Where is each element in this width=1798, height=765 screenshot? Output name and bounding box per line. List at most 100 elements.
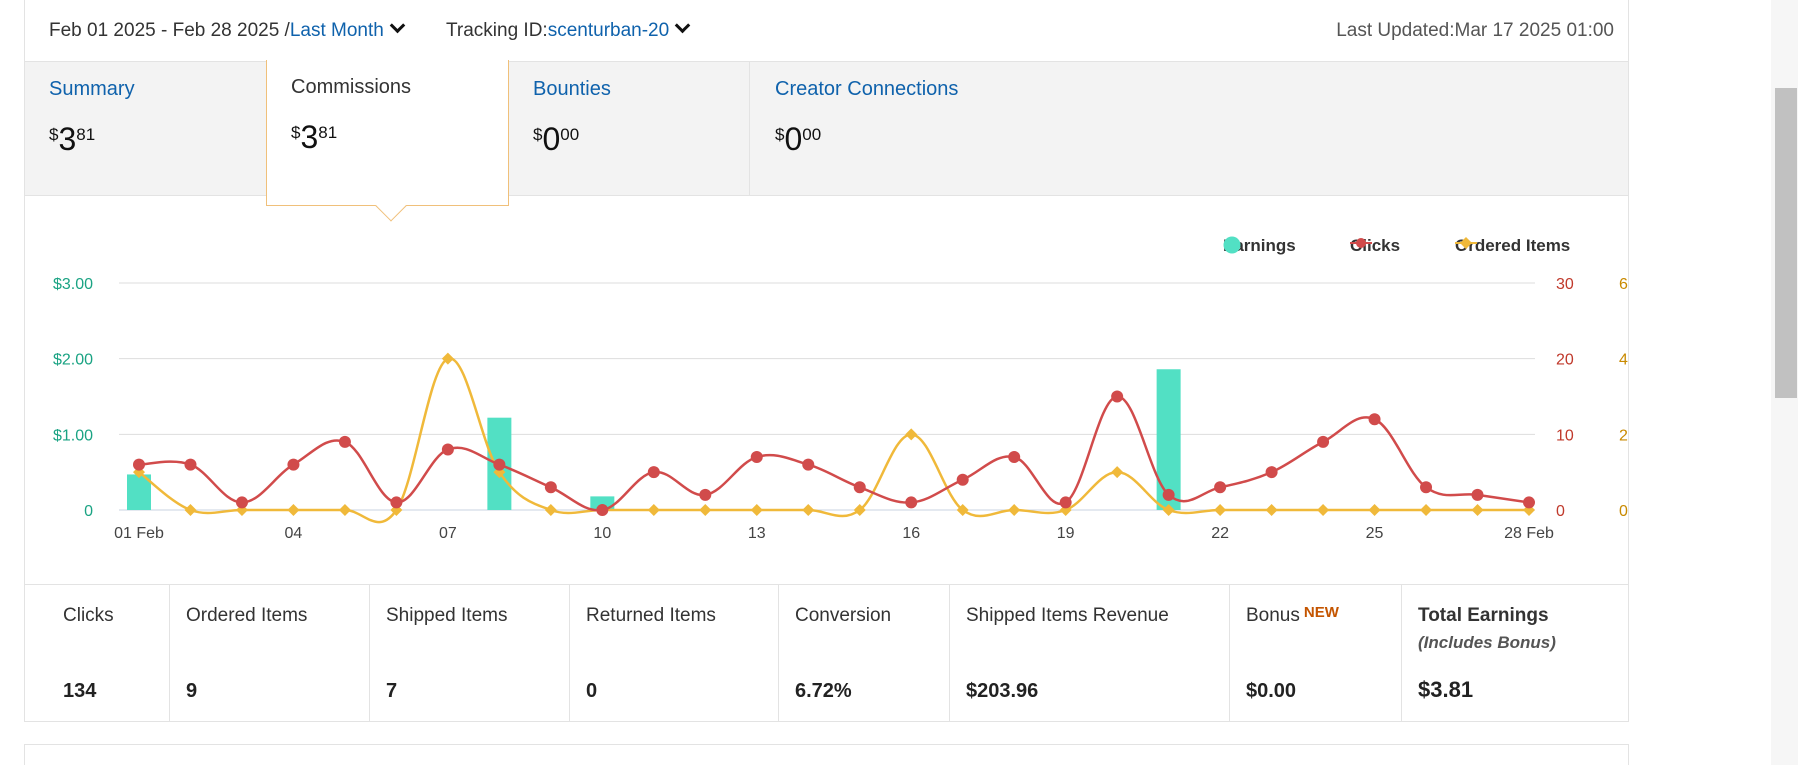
legend-ordered-items[interactable]: Ordered Items — [1455, 236, 1570, 256]
y-axis-ordered-tick: 2 — [1619, 427, 1628, 444]
stat-returned-items: Returned Items 0 — [570, 585, 779, 722]
ordered-items-point — [1265, 504, 1278, 516]
clicks-point — [544, 481, 557, 494]
amount-whole: 3 — [58, 121, 77, 157]
x-axis-tick: 01 Feb — [114, 525, 164, 542]
report-tabs: Summary $381 Commissions $381 Bounties $… — [25, 60, 1628, 222]
tab-summary[interactable]: Summary $381 — [25, 62, 266, 196]
chart-plot-area: 0 0 0 $1.00 10 2 $2.00 20 4 $3.00 30 6 01 Feb 04 07 10 1… — [53, 276, 1628, 542]
scrollbar-thumb[interactable] — [1775, 88, 1797, 398]
y-axis-clicks-tick: 20 — [1556, 352, 1574, 369]
tab-bounties-label[interactable]: Bounties — [533, 78, 611, 100]
amount-cents: 00 — [802, 125, 822, 144]
stat-returned-items-value: 0 — [586, 680, 598, 702]
clicks-legend-line-icon — [1350, 238, 1372, 248]
earnings-report-panel: Feb 01 2025 - Feb 28 2025 /Last Month Tr… — [24, 0, 1629, 722]
tab-commissions-label[interactable]: Commissions — [291, 76, 412, 98]
ordered-items-point — [802, 504, 815, 516]
stat-total-earnings: Total Earnings (Includes Bonus) $3.81 — [1402, 585, 1628, 722]
legend-earnings-label: Earnings — [1223, 236, 1296, 255]
amount-cents: 00 — [560, 125, 580, 144]
clicks-point — [1420, 481, 1433, 494]
stat-total-earnings-note: (Includes Bonus) — [1418, 633, 1556, 652]
new-badge: NEW — [1303, 604, 1339, 621]
stat-returned-items-label: Returned Items — [586, 605, 716, 626]
ordered-items-point — [1471, 504, 1484, 516]
clicks-point — [338, 435, 351, 448]
tracking-label: Tracking ID: — [446, 20, 548, 41]
stats-row: Clicks 134 Ordered Items 9 Shipped Items… — [25, 584, 1628, 722]
ordered-items-point — [1420, 504, 1433, 516]
date-range-selector[interactable]: Feb 01 2025 - Feb 28 2025 /Last Month — [49, 17, 406, 42]
clicks-point — [596, 504, 609, 516]
chevron-down-icon[interactable] — [674, 17, 691, 34]
stat-bonus-value: $0.00 — [1246, 680, 1297, 702]
amount-whole: 0 — [784, 121, 803, 157]
tab-creator-connections-amount: $000 — [775, 121, 1127, 158]
stat-ordered-items-label: Ordered Items — [186, 605, 308, 626]
x-axis-tick: 25 — [1366, 525, 1384, 542]
tab-bounties[interactable]: Bounties $000 — [509, 62, 750, 196]
stat-clicks-label: Clicks — [63, 605, 114, 626]
earnings-bar — [590, 496, 615, 510]
period-link[interactable]: Last Month — [289, 20, 384, 41]
stat-clicks-value: 134 — [63, 680, 97, 702]
stat-conversion-label: Conversion — [795, 605, 892, 626]
clicks-point — [493, 458, 506, 471]
clicks-point — [1111, 390, 1124, 403]
chevron-down-icon[interactable] — [389, 17, 406, 34]
stat-shipped-items-revenue-value: $203.96 — [966, 680, 1039, 702]
earnings-bar — [1156, 369, 1181, 510]
legend-clicks[interactable]: Clicks — [1350, 236, 1400, 256]
clicks-point — [750, 451, 763, 464]
tab-summary-amount: $381 — [49, 121, 242, 158]
legend-earnings[interactable]: Earnings — [1223, 236, 1296, 256]
tracking-id-selector[interactable]: Tracking ID:scenturban-20 — [446, 17, 691, 42]
x-axis-tick: 04 — [285, 525, 303, 542]
amount-whole: 0 — [542, 121, 561, 157]
tab-creator-connections[interactable]: Creator Connections $000 — [751, 62, 1151, 196]
tab-commissions-amount: $381 — [291, 119, 484, 156]
ordered-items-point — [1368, 504, 1381, 516]
y-axis-ordered-tick: 6 — [1619, 276, 1628, 293]
stat-ordered-items: Ordered Items 9 — [170, 585, 370, 722]
date-range-text: Feb 01 2025 - Feb 28 2025 / — [49, 20, 290, 41]
y-axis-clicks-tick: 0 — [1556, 503, 1565, 520]
clicks-point — [956, 473, 969, 486]
stat-bonus-label-wrap: Bonus NEW — [1246, 604, 1385, 627]
ordered-items-point — [441, 352, 454, 365]
ordered-items-point — [1008, 504, 1021, 516]
tab-commissions[interactable]: Commissions $381 — [266, 60, 509, 222]
currency-symbol: $ — [775, 125, 785, 144]
ordered-items-point — [1214, 504, 1227, 516]
clicks-point — [1471, 488, 1484, 501]
ordered-items-point — [338, 504, 351, 516]
ordered-items-point — [699, 504, 712, 516]
ordered-items-point — [1111, 466, 1124, 479]
stat-shipped-items-label: Shipped Items — [386, 605, 508, 626]
x-axis-tick: 10 — [593, 525, 611, 542]
clicks-point — [1162, 488, 1175, 501]
y-axis-clicks-tick: 10 — [1556, 427, 1574, 444]
clicks-point — [1368, 413, 1381, 426]
tab-creator-connections-label[interactable]: Creator Connections — [775, 78, 959, 100]
ordered-items-point — [647, 504, 660, 516]
stat-total-earnings-value: $3.81 — [1418, 677, 1474, 702]
tracking-id-link[interactable]: scenturban-20 — [547, 20, 670, 41]
x-axis-tick: 19 — [1057, 525, 1075, 542]
y-axis-left-tick: $3.00 — [53, 276, 93, 293]
tab-summary-label[interactable]: Summary — [49, 78, 135, 100]
ordered-items-point — [1317, 504, 1330, 516]
earnings-chart: Earnings Clicks Ordered Items 0 0 0 $1.00 10… — [25, 208, 1630, 584]
clicks-point — [1008, 451, 1021, 464]
x-axis-tick: 13 — [748, 525, 766, 542]
amount-cents: 81 — [318, 123, 338, 142]
ordered-items-point — [1162, 504, 1175, 516]
stat-shipped-items: Shipped Items 7 — [370, 585, 570, 722]
stat-conversion-value: 6.72% — [795, 680, 852, 702]
ordered-items-legend-line-icon — [1455, 237, 1477, 249]
tab-bounties-amount: $000 — [533, 121, 725, 158]
y-axis-left-tick: $2.00 — [53, 352, 93, 369]
amount-cents: 81 — [76, 125, 96, 144]
ordered-items-point — [287, 504, 300, 516]
